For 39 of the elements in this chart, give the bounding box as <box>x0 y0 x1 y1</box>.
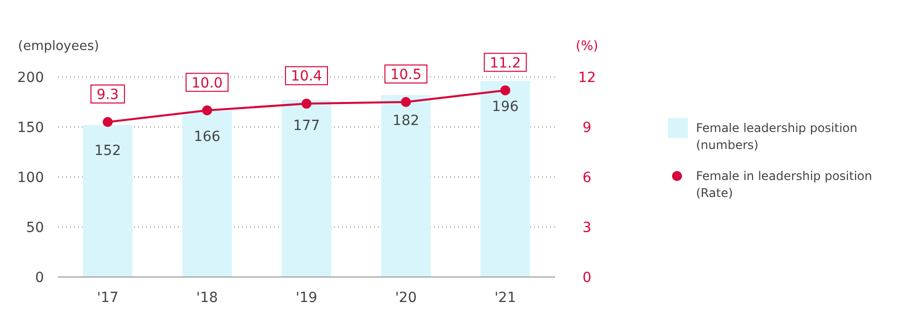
data-label: 11.2 <box>490 55 521 72</box>
data-label: 182 <box>392 113 420 129</box>
data-label: 177 <box>293 118 320 134</box>
x-tick-label: '20 <box>395 290 417 306</box>
data-label: 196 <box>492 99 519 115</box>
x-tick-label: '21 <box>494 290 516 306</box>
y2-tick-label: 12 <box>578 70 596 86</box>
y2-tick-label: 9 <box>582 120 592 136</box>
x-tick-label: '18 <box>196 290 218 306</box>
bar <box>282 100 332 277</box>
bar <box>381 95 431 277</box>
point <box>500 85 510 96</box>
legend-label: Female leadership position (numbers) <box>696 121 858 152</box>
data-label: 10.5 <box>390 67 422 83</box>
bar <box>82 125 133 277</box>
legend-label: Female in leadership position (Rate) <box>696 169 872 200</box>
data-label: 152 <box>94 143 122 159</box>
x-tick-label: '19 <box>296 290 318 306</box>
point <box>102 117 113 127</box>
y2-tick-label: 0 <box>582 270 592 286</box>
data-label: 9.3 <box>96 87 119 103</box>
data-label: 166 <box>194 129 221 145</box>
y-tick-label: 0 <box>35 270 44 286</box>
y-tick-label: 100 <box>17 170 44 186</box>
y-tick-label: 50 <box>26 220 44 236</box>
point <box>202 105 212 116</box>
y-tick-label: 150 <box>17 120 44 136</box>
data-label: 10.4 <box>290 68 322 85</box>
point <box>400 97 411 107</box>
y-tick-label: 200 <box>17 70 44 86</box>
y2-tick-label: 3 <box>582 220 592 236</box>
y2-axis-title: (%) <box>576 39 598 54</box>
bar <box>182 111 232 277</box>
y-axis-title: (employees) <box>18 39 100 54</box>
data-label: 10.0 <box>192 75 223 92</box>
point <box>302 98 312 109</box>
x-tick-label: '17 <box>96 290 119 306</box>
y2-tick-label: 6 <box>582 170 592 186</box>
bar <box>480 81 530 277</box>
